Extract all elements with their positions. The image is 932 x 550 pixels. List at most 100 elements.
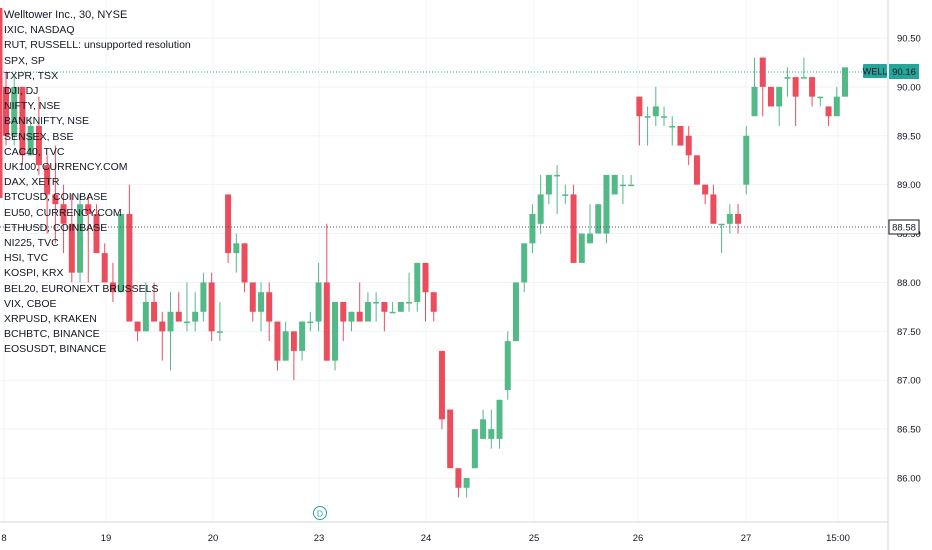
- price-tick-label: 90.00: [897, 82, 921, 93]
- candle: [257, 282, 264, 332]
- legend-item[interactable]: ETHUSD, COINBASE: [4, 221, 108, 234]
- legend-item[interactable]: VIX, CBOE: [4, 297, 57, 310]
- legend-item[interactable]: SPX, SP: [4, 54, 45, 67]
- candle: [249, 282, 256, 322]
- candle: [175, 292, 182, 322]
- candle-body: [249, 282, 256, 312]
- candle-body: [554, 174, 561, 177]
- candle-body: [290, 331, 297, 351]
- candle: [315, 262, 322, 332]
- crosshair-tag: 88.58: [888, 219, 920, 235]
- candle: [685, 126, 692, 166]
- candle-body: [825, 106, 832, 117]
- candle: [652, 86, 659, 126]
- candle: [60, 184, 67, 254]
- legend-item[interactable]: BTCUSD, COINBASE: [4, 191, 108, 204]
- candle: [126, 184, 133, 322]
- legend-item[interactable]: BEL20, EURONEXT BRUSSELS: [4, 282, 159, 295]
- legend-item[interactable]: NIFTY, NSE: [4, 100, 61, 113]
- candle: [726, 204, 733, 234]
- candle: [68, 194, 75, 283]
- candle-body: [200, 282, 207, 312]
- candle-body: [340, 302, 347, 322]
- legend-item[interactable]: DAX, XETR: [4, 176, 60, 189]
- candle: [85, 194, 92, 283]
- legend-item[interactable]: RUT, RUSSELL: unsupported resolution: [4, 39, 191, 52]
- candle: [299, 321, 306, 361]
- candle-body: [27, 126, 34, 156]
- candle-body: [151, 302, 158, 322]
- candle: [537, 174, 544, 234]
- candle: [389, 302, 396, 314]
- candle: [471, 429, 478, 469]
- candle: [447, 409, 454, 469]
- candle: [167, 292, 174, 371]
- candle: [759, 57, 766, 117]
- candle: [661, 106, 668, 126]
- candle: [800, 57, 807, 79]
- candle: [274, 321, 281, 371]
- candle-body: [406, 302, 413, 304]
- legend-title: Welltower Inc., 30, NYSE: [4, 9, 128, 21]
- symbols-legend: Welltower Inc., 30, NYSE IXIC, NASDAQ RUT…: [4, 8, 191, 358]
- candle: [833, 86, 840, 117]
- price-tick-label: 88.50: [897, 229, 921, 240]
- candle-body: [751, 86, 758, 117]
- candle-body: [167, 311, 174, 332]
- candle-body: [35, 126, 42, 166]
- candle-body: [636, 96, 643, 117]
- candle-body: [192, 311, 199, 322]
- candle-body: [587, 233, 594, 244]
- legend-item[interactable]: XRPUSD, KRAKEN: [4, 313, 97, 326]
- time-tick-label: 24: [421, 533, 432, 544]
- candle: [628, 174, 635, 187]
- candle: [159, 311, 166, 361]
- legend-item[interactable]: EOSUSDT, BINANCE: [4, 343, 107, 356]
- candle-body: [800, 77, 807, 79]
- candle-body: [529, 214, 536, 244]
- candle: [282, 321, 289, 361]
- candle-body: [93, 214, 100, 254]
- legend-item[interactable]: IXIC, NASDAQ: [4, 24, 75, 37]
- price-tick-label: 86.00: [897, 474, 921, 485]
- candle: [183, 282, 190, 332]
- legend-item[interactable]: BANKNIFTY, NSE: [4, 115, 89, 128]
- candle: [109, 262, 116, 302]
- candle: [430, 292, 437, 322]
- legend-item[interactable]: UK100, CURRENCY.COM: [4, 161, 128, 174]
- candles-layer: [0, 8, 848, 498]
- legend-item[interactable]: BCHBTC, BINANCE: [4, 328, 100, 341]
- legend-item[interactable]: TXPR, TSX: [4, 69, 59, 82]
- legend-item[interactable]: CAC40, TVC: [4, 145, 65, 158]
- dividend-marker-label: D: [317, 509, 323, 519]
- candle: [208, 272, 215, 342]
- legend-item[interactable]: NI225, TVC: [4, 237, 59, 250]
- legend-item[interactable]: HSI, TVC: [4, 252, 49, 265]
- candle: [776, 86, 783, 126]
- candle-body: [776, 86, 783, 107]
- candle: [611, 174, 618, 195]
- candle-body: [842, 67, 848, 97]
- legend-item[interactable]: SENSEX, BSE: [4, 130, 74, 143]
- legend-item[interactable]: KOSPI, KRX: [4, 267, 64, 280]
- candle-body: [183, 321, 190, 324]
- candle-body: [101, 253, 108, 283]
- candle: [52, 145, 59, 244]
- candle: [118, 214, 125, 293]
- dividend-marker[interactable]: D: [313, 506, 327, 520]
- candle-body: [652, 106, 659, 117]
- price-axis[interactable]: 90.50 90.00 89.50 89.00 88.50 88.00 87.50 87.00…: [897, 34, 921, 485]
- candle-body: [266, 292, 273, 322]
- candle: [414, 262, 421, 312]
- time-axis[interactable]: 8 19 20 23 24 25 26 27 15:00: [1, 533, 850, 544]
- legend-item[interactable]: DJI, DJ: [4, 85, 39, 98]
- legend-item[interactable]: EU50, CURRENCY.COM: [4, 206, 122, 219]
- candle-body: [693, 155, 700, 185]
- candle-body: [817, 96, 824, 99]
- candle-body: [595, 204, 602, 234]
- time-tick-label: 26: [633, 533, 644, 544]
- candle-body: [644, 116, 651, 118]
- candle-body: [661, 116, 668, 118]
- candle: [504, 331, 511, 400]
